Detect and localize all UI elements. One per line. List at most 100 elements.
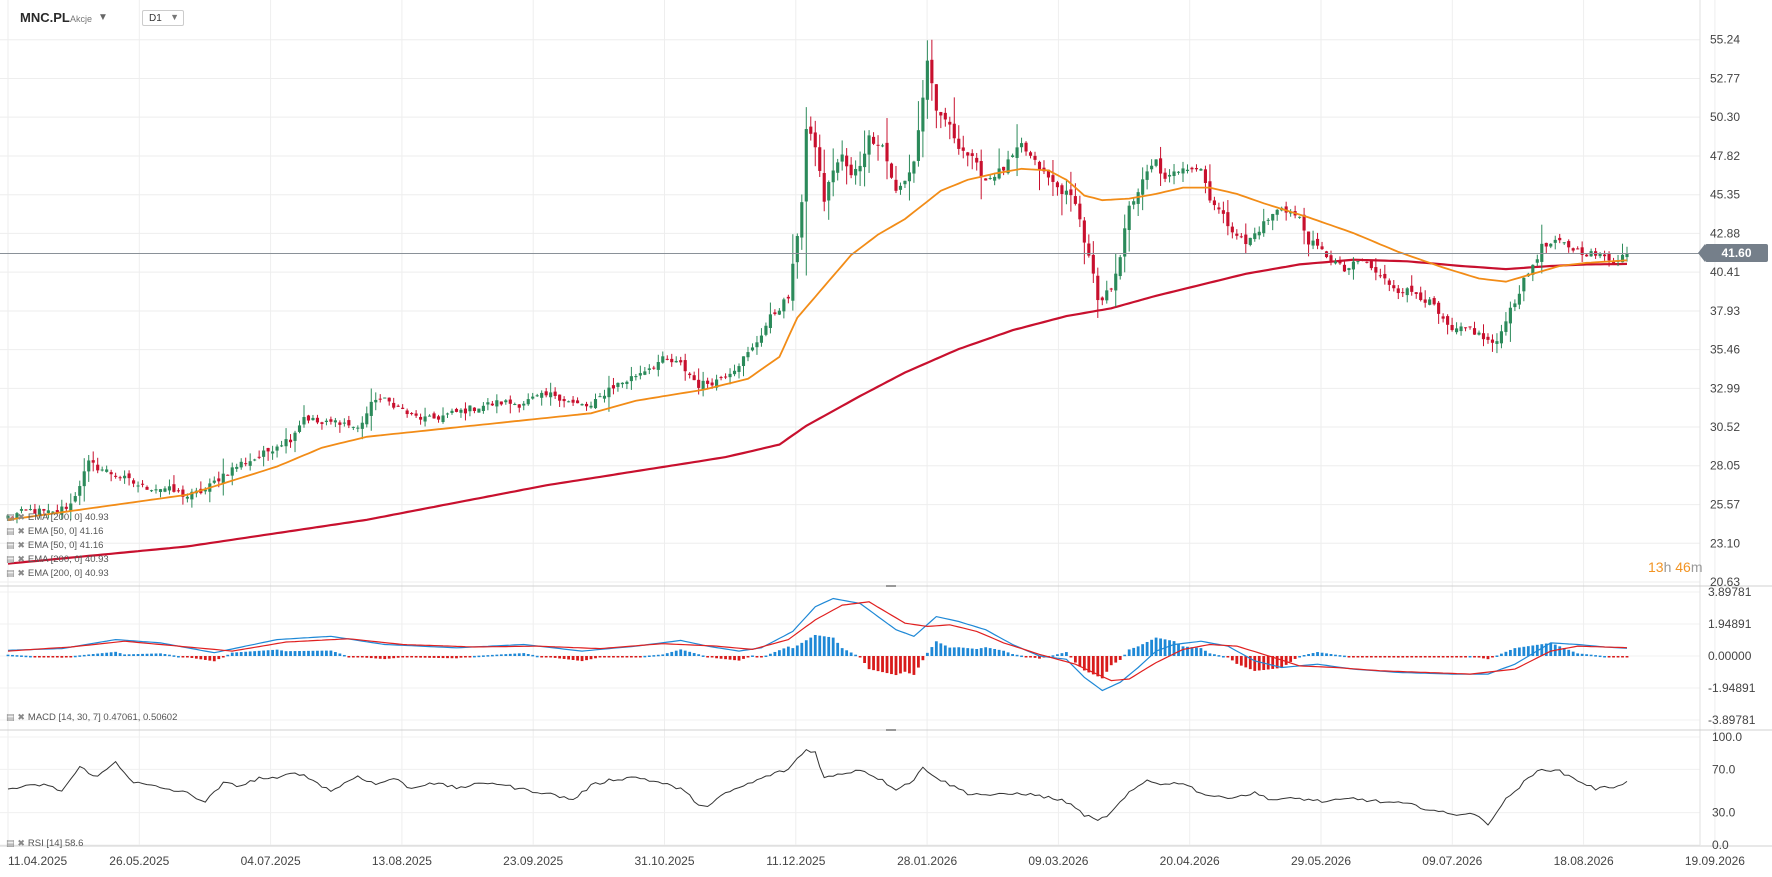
candle-body <box>212 480 216 483</box>
macd-histogram-bar <box>661 654 665 656</box>
candle-body <box>1499 331 1503 344</box>
macd-histogram-bar <box>342 654 346 657</box>
candle-body <box>1271 213 1275 221</box>
macd-histogram-bar <box>1360 656 1364 658</box>
legend-ema200-c[interactable]: ▤ ✖ EMA [200, 0] 40.93 <box>6 568 109 579</box>
timeframe-select[interactable]: D1 ▼ <box>142 10 184 26</box>
macd-histogram-bar <box>91 654 95 656</box>
candle-body <box>1091 254 1095 274</box>
macd-histogram-bar <box>1217 655 1221 657</box>
macd-histogram-bar <box>1078 656 1082 667</box>
macd-histogram-bar <box>163 654 167 656</box>
candle-body <box>517 404 521 408</box>
candle-body <box>1576 248 1580 250</box>
candle-body <box>306 415 311 421</box>
legend-rsi[interactable]: ▤ ✖ RSI [14] 58.6 <box>6 838 84 849</box>
candle-body <box>55 510 59 513</box>
candle-body <box>804 129 808 202</box>
macd-histogram-bar <box>724 656 727 660</box>
legend-settings-icon[interactable]: ▤ ✖ <box>6 527 25 537</box>
macd-histogram-bar <box>1248 656 1252 670</box>
macd-histogram-bar <box>827 636 831 656</box>
candle-body <box>1423 299 1427 303</box>
candle-body <box>1338 260 1342 264</box>
macd-histogram-bar <box>24 655 28 658</box>
candle-body <box>46 510 50 513</box>
legend-settings-icon[interactable]: ▤ ✖ <box>6 839 25 849</box>
macd-histogram-bar <box>1271 656 1275 669</box>
candle-body <box>647 368 651 370</box>
macd-histogram-bar <box>1491 656 1494 658</box>
candle-body <box>1087 243 1091 256</box>
macd-histogram-bar <box>733 656 736 661</box>
candle-body <box>42 509 46 511</box>
candle-body <box>60 506 64 515</box>
candle-body <box>750 347 755 351</box>
legend-settings-icon[interactable]: ▤ ✖ <box>6 513 25 523</box>
panel-separators[interactable] <box>0 585 1772 847</box>
macd-histogram-bar <box>1410 656 1414 658</box>
macd-histogram-bar <box>477 655 481 658</box>
candle-body <box>1239 236 1243 238</box>
macd-histogram-bar <box>423 656 427 658</box>
macd-histogram-bar <box>369 656 373 659</box>
candle-body <box>248 461 252 466</box>
macd-histogram-bar <box>96 653 100 656</box>
macd-histogram-bar <box>419 656 422 658</box>
candle-body <box>1060 185 1064 195</box>
legend-settings-icon[interactable]: ▤ ✖ <box>6 569 25 579</box>
candle-body <box>454 408 459 412</box>
macd-histogram-bar <box>347 656 351 658</box>
candle-body <box>1167 174 1172 177</box>
macd-histogram-bar <box>715 656 718 659</box>
price-tick-label: 52.77 <box>1710 71 1740 85</box>
macd-histogram-bar <box>356 656 360 658</box>
symbol-title[interactable]: MNC.PL <box>20 10 70 25</box>
macd-histogram-bar <box>1405 656 1409 658</box>
candle-body <box>643 371 647 375</box>
candle-body <box>378 398 382 400</box>
candle-body <box>262 450 266 457</box>
chevron-down-icon[interactable]: ▼ <box>170 12 179 22</box>
macd-histogram-bar <box>289 651 292 656</box>
candle-body <box>1351 261 1355 270</box>
macd-histogram-bar <box>1526 646 1530 656</box>
macd-histogram-bar <box>1221 656 1225 658</box>
macd-histogram-bar <box>490 654 494 657</box>
macd-histogram-bar <box>1616 656 1620 658</box>
candle-body <box>468 405 472 412</box>
legend-macd[interactable]: ▤ ✖ MACD [14, 30, 7] 0.47061, 0.50602 <box>6 712 178 723</box>
macd-histogram-bar <box>961 647 965 656</box>
legend-settings-icon[interactable]: ▤ ✖ <box>6 541 25 551</box>
macd-histogram-bar <box>1517 647 1521 656</box>
candle-body <box>436 416 441 420</box>
macd-histogram-bar <box>87 654 91 656</box>
candle-body <box>1508 307 1512 324</box>
symbol-dropdown-icon[interactable]: ▼ <box>98 12 108 23</box>
panel-resize-handle <box>886 729 896 731</box>
candle-body <box>405 410 409 415</box>
candle-body <box>1073 196 1077 204</box>
legend-settings-icon[interactable]: ▤ ✖ <box>6 713 25 723</box>
candle-body <box>1481 333 1486 340</box>
macd-histogram-bar <box>1441 656 1445 658</box>
macd-histogram-bar <box>1065 652 1068 656</box>
macd-histogram-bar <box>1051 655 1055 657</box>
candle-body <box>392 402 396 408</box>
candle-body <box>1002 166 1006 171</box>
candle-body <box>741 356 746 367</box>
candle-body <box>230 467 234 476</box>
macd-histogram-bar <box>141 653 144 656</box>
legend-ema50-b[interactable]: ▤ ✖ EMA [50, 0] 41.16 <box>6 540 104 551</box>
macd-histogram-bar <box>925 652 929 656</box>
legend-ema200-a[interactable]: ▤ ✖ EMA [200, 0] 40.93 <box>6 512 109 523</box>
candle-body <box>1159 158 1163 174</box>
candle-body <box>1069 189 1073 196</box>
legend-settings-icon[interactable]: ▤ ✖ <box>6 555 25 565</box>
legend-ema200-b[interactable]: ▤ ✖ EMA [200, 0] 40.93 <box>6 554 109 565</box>
legend-ema50-a[interactable]: ▤ ✖ EMA [50, 0] 41.16 <box>6 526 104 537</box>
macd-histogram-bar <box>782 648 786 656</box>
candle-body <box>1199 169 1203 171</box>
candle-body <box>1441 316 1445 319</box>
